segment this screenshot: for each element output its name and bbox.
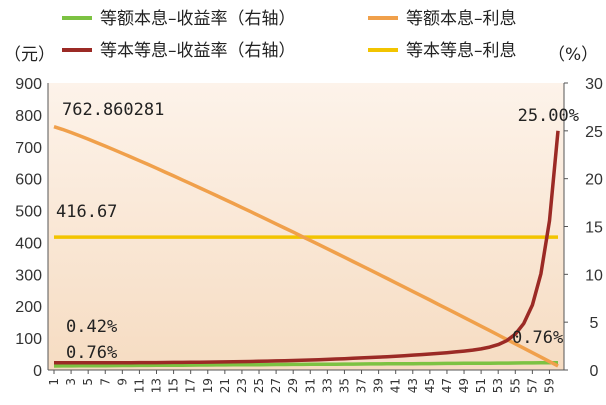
left-tick-label-400: 400 bbox=[15, 235, 42, 252]
left-tick-label-700: 700 bbox=[15, 140, 42, 157]
x-tick-label-23: 23 bbox=[235, 378, 249, 393]
left-tick-label-100: 100 bbox=[15, 331, 42, 348]
x-tick-label-57: 57 bbox=[525, 378, 539, 393]
x-tick-label-7: 7 bbox=[98, 378, 112, 386]
legend-label-pp_interest: 等本等息–利息 bbox=[406, 41, 517, 61]
axis-units: （元） （%） bbox=[4, 45, 598, 65]
series-group bbox=[53, 125, 560, 368]
x-tick-label-27: 27 bbox=[269, 378, 283, 393]
left-axis-unit: （元） bbox=[4, 45, 55, 65]
left-tick-label-600: 600 bbox=[15, 172, 42, 189]
left-tick-label-300: 300 bbox=[15, 267, 42, 284]
x-tick-label-5: 5 bbox=[81, 378, 95, 386]
annotation-ann_pp_yield_start: 0.76% bbox=[66, 343, 117, 363]
annotations: 762.860281 416.67 0.42% 0.76% 0.76% 25.00% bbox=[56, 100, 579, 363]
x-tick-label-35: 35 bbox=[337, 378, 351, 393]
x-tick-label-41: 41 bbox=[389, 378, 403, 393]
x-tick-label-3: 3 bbox=[64, 378, 78, 386]
annotation-ann_pp_interest: 416.67 bbox=[56, 202, 117, 222]
left-tick-label-900: 900 bbox=[15, 76, 42, 93]
x-tick-label-29: 29 bbox=[286, 378, 300, 393]
x-tick-label-33: 33 bbox=[320, 378, 334, 393]
x-tick-label-43: 43 bbox=[406, 378, 420, 393]
x-tick-label-19: 19 bbox=[201, 378, 215, 393]
legend-label-pp_yield: 等本等息–收益率（右轴） bbox=[100, 41, 296, 61]
left-tick-label-0: 0 bbox=[33, 363, 42, 380]
legend-label-ep_interest: 等额本息–利息 bbox=[406, 9, 517, 29]
annotation-ann_ep_interest_start: 762.860281 bbox=[62, 100, 164, 120]
x-tick-label-15: 15 bbox=[167, 378, 181, 393]
plot-background bbox=[48, 83, 564, 370]
right-tick-label-5: 5 bbox=[590, 315, 599, 332]
right-tick-label-25: 25 bbox=[585, 124, 603, 141]
left-tick-label-200: 200 bbox=[15, 299, 42, 316]
x-tick-label-39: 39 bbox=[372, 378, 386, 393]
x-tick-label-49: 49 bbox=[457, 378, 471, 393]
series-line-pp_yield bbox=[54, 130, 560, 365]
right-tick-label-30: 30 bbox=[585, 76, 603, 93]
right-tick-label-20: 20 bbox=[585, 172, 603, 189]
right-tick-label-15: 15 bbox=[585, 220, 603, 237]
x-tick-label-37: 37 bbox=[355, 378, 369, 393]
right-axis-unit: （%） bbox=[548, 45, 598, 65]
x-tick-label-11: 11 bbox=[132, 378, 146, 393]
x-tick-label-45: 45 bbox=[423, 378, 437, 393]
annotation-ann_pp_yield_end: 25.00% bbox=[518, 106, 579, 126]
annotation-ann_ep_yield_end: 0.76% bbox=[512, 328, 563, 348]
x-tick-label-1: 1 bbox=[47, 378, 61, 386]
series-line-ep_yield bbox=[53, 360, 559, 368]
x-tick-label-55: 55 bbox=[508, 378, 522, 393]
x-tick-label-51: 51 bbox=[474, 378, 488, 393]
axes: 0100200300400500600700800900051015202530… bbox=[15, 76, 603, 393]
x-tick-label-25: 25 bbox=[252, 378, 266, 393]
x-tick-label-53: 53 bbox=[491, 378, 505, 393]
left-tick-label-500: 500 bbox=[15, 204, 42, 221]
x-tick-label-59: 59 bbox=[542, 378, 556, 393]
right-tick-label-0: 0 bbox=[590, 363, 599, 380]
x-tick-label-13: 13 bbox=[150, 378, 164, 393]
left-tick-label-800: 800 bbox=[15, 108, 42, 125]
series-line-ep_interest bbox=[53, 125, 559, 368]
x-tick-label-17: 17 bbox=[184, 378, 198, 393]
right-tick-label-10: 10 bbox=[585, 267, 603, 284]
x-tick-label-47: 47 bbox=[440, 378, 454, 393]
legend-label-ep_yield: 等额本息–收益率（右轴） bbox=[100, 9, 296, 29]
x-tick-label-31: 31 bbox=[303, 378, 317, 393]
x-tick-label-21: 21 bbox=[218, 378, 232, 393]
annotation-ann_ep_yield_start: 0.42% bbox=[66, 317, 117, 337]
x-tick-label-9: 9 bbox=[115, 378, 129, 386]
